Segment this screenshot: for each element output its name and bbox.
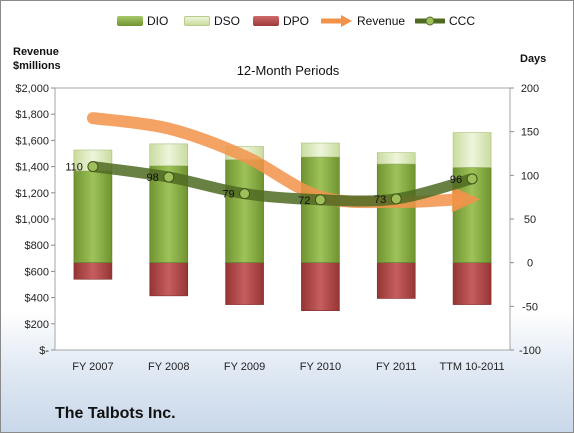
legend-label-ccc: CCC <box>449 14 475 28</box>
ccc-point <box>314 194 326 206</box>
y-right-tick-label: 50 <box>524 214 536 226</box>
legend-item-dio: DIO <box>117 9 168 33</box>
ccc-data-label: 96 <box>450 174 462 186</box>
y-left-tick-label: $400 <box>25 293 49 305</box>
ccc-data-label: 72 <box>298 195 310 207</box>
bar-dio <box>73 170 113 263</box>
bar-dpo <box>149 262 189 297</box>
legend-label-dio: DIO <box>147 14 169 28</box>
bar-dpo <box>301 262 340 311</box>
y-right-tick-label: 0 <box>527 258 533 270</box>
y-left-tick-label: $1,600 <box>15 135 49 147</box>
chart-title: 12-Month Periods <box>236 63 340 78</box>
plot-area <box>54 87 511 351</box>
bar-dio <box>225 159 264 263</box>
chart-plot: $- $200 $400 $600 $800 $1,000 $1,200 $1,400 $1,6… <box>15 83 541 373</box>
y-right-tick-label: -100 <box>519 345 541 357</box>
legend-item-revenue: Revenue <box>321 9 405 33</box>
ccc-point <box>239 188 251 200</box>
x-tick-label: FY 2010 <box>300 361 341 373</box>
x-tick-label: FY 2007 <box>72 361 113 373</box>
bar-dio <box>376 163 416 263</box>
legend-item-ccc: CCC <box>415 9 475 33</box>
y-left-tick-label: $1,800 <box>15 109 49 121</box>
ccc-point <box>163 171 175 183</box>
x-tick-label: FY 2008 <box>148 361 189 373</box>
ccc-data-label: 98 <box>147 172 159 184</box>
ccc-line <box>87 161 478 207</box>
y-left-tick-label: $- <box>39 345 49 357</box>
bar-dso <box>149 143 189 167</box>
legend-swatch-dio <box>117 16 143 26</box>
legend-swatch-ccc <box>415 16 445 26</box>
y-left-tick-label: $200 <box>25 319 49 331</box>
ccc-point <box>87 161 99 173</box>
y-axis-left-title: Revenue $millions <box>13 46 61 72</box>
legend-swatch-dpo <box>253 16 279 26</box>
x-tick-label: FY 2009 <box>224 361 265 373</box>
ccc-data-label: 110 <box>65 162 83 174</box>
bar-dpo <box>225 262 264 305</box>
legend-label-dso: DSO <box>214 14 241 28</box>
legend-swatch-revenue <box>321 15 352 27</box>
ccc-point <box>466 173 478 185</box>
bar-dpo <box>73 262 113 280</box>
ccc-data-label: 79 <box>222 189 234 201</box>
y-left-tick-label: $800 <box>25 240 49 252</box>
x-tick-label: FY 2011 <box>376 361 417 373</box>
bar-dio <box>301 156 340 263</box>
x-tick-label: TTM 10-2011 <box>439 361 504 373</box>
y-left-tick-label: $600 <box>25 266 49 278</box>
y-left-tick-label: $2,000 <box>15 83 49 95</box>
y-right-tick-label: -50 <box>522 301 538 313</box>
y-right-tick-label: 200 <box>521 83 539 95</box>
bar-dpo <box>376 262 416 299</box>
y-left-tick-label: $1,200 <box>15 188 49 200</box>
legend-item-dpo: DPO <box>253 9 309 33</box>
bar-dpo <box>452 262 492 305</box>
revenue-arrowhead <box>452 186 481 213</box>
ccc-point <box>390 193 402 205</box>
bar-dso <box>376 152 416 165</box>
legend-label-dpo: DPO <box>283 14 310 28</box>
y-right-tick-label: 100 <box>521 170 539 182</box>
bar-dso <box>301 142 340 158</box>
y-left-tick-label: $1,400 <box>15 162 49 174</box>
company-name: The Talbots Inc. <box>55 405 176 422</box>
legend-label-revenue: Revenue <box>357 14 406 28</box>
y-axis-right-title: Days <box>520 53 547 65</box>
y-right-tick-label: 150 <box>521 127 539 139</box>
bar-dso <box>452 132 492 168</box>
legend: DIO DSO DPO Revenue CCC <box>1 9 573 33</box>
legend-swatch-dso <box>184 16 210 26</box>
legend-item-dso: DSO <box>184 9 240 33</box>
y-left-tick-label: $1,000 <box>15 214 49 226</box>
ccc-data-label: 73 <box>374 194 386 206</box>
